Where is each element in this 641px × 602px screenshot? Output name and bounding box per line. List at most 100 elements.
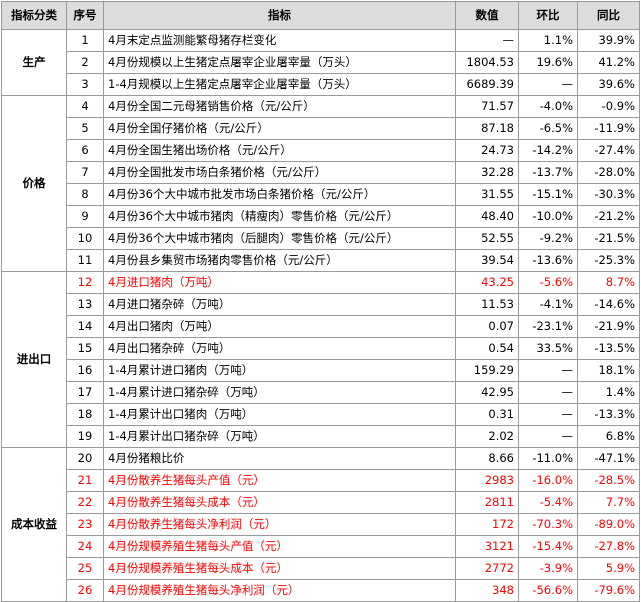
yoy-cell: -28.0% xyxy=(577,161,640,184)
seq-cell: 13 xyxy=(66,293,104,316)
seq-cell: 3 xyxy=(66,73,104,96)
mom-cell: -4.0% xyxy=(518,95,578,118)
yoy-cell: 7.7% xyxy=(577,491,640,514)
seq-cell: 15 xyxy=(66,337,104,360)
mom-cell: -6.5% xyxy=(518,117,578,140)
table-row: 11 4月份县乡集贸市场猪肉零售价格（元/公斤） 39.54 -13.6% -25.3% xyxy=(2,249,640,272)
mom-cell: -11.0% xyxy=(518,447,578,470)
table-row: 成本收益 20 4月份猪粮比价 8.66 -11.0% -47.1% xyxy=(1,447,640,602)
yoy-cell: -13.5% xyxy=(577,337,640,360)
yoy-cell: 39.9% xyxy=(577,29,640,52)
mom-cell: 1.1% xyxy=(518,29,578,52)
value-cell: 48.40 xyxy=(455,205,519,228)
indicator-cell: 1-4月累计进口猪肉（万吨） xyxy=(103,359,456,382)
yoy-cell: -21.9% xyxy=(577,315,640,338)
value-cell: 11.53 xyxy=(455,293,519,316)
yoy-cell: -21.5% xyxy=(577,227,640,250)
mom-cell: -10.0% xyxy=(518,205,578,228)
seq-cell: 22 xyxy=(66,491,104,514)
yoy-cell: -11.9% xyxy=(577,117,640,140)
indicator-cell: 1-4月规模以上生猪定点屠宰企业屠宰量（万头） xyxy=(103,73,456,96)
seq-cell: 20 xyxy=(66,447,104,470)
table-row: 15 4月出口猪杂碎（万吨） 0.54 33.5% -13.5% xyxy=(2,337,640,360)
value-cell: 0.31 xyxy=(455,403,519,426)
table-row: 9 4月份36个大中城市猪肉（精瘦肉）零售价格（元/公斤） 48.40 -10.0% -… xyxy=(2,205,640,228)
mom-cell: -4.1% xyxy=(518,293,578,316)
indicator-cell: 4月进口猪杂碎（万吨） xyxy=(103,293,456,316)
value-cell: 2983 xyxy=(455,469,519,492)
mom-cell: -13.7% xyxy=(518,161,578,184)
indicator-cell: 4月份散养生猪每头净利润（元） xyxy=(103,513,456,536)
yoy-cell: 39.6% xyxy=(577,73,640,96)
mom-cell: — xyxy=(518,403,578,426)
table-row: 23 4月份散养生猪每头净利润（元） 172 -70.3% -89.0% xyxy=(2,513,640,536)
table-row: 10 4月份36个大中城市猪肉（后腿肉）零售价格（元/公斤） 52.55 -9.2% -… xyxy=(2,227,640,250)
indicator-cell: 4月末定点监测能繁母猪存栏变化 xyxy=(103,29,456,52)
seq-cell: 5 xyxy=(66,117,104,140)
header-row: 指标分类 序号 指标 数值 环比 同比 xyxy=(1,1,640,30)
table-row: 7 4月份全国批发市场白条猪价格（元/公斤） 32.28 -13.7% -28.0% xyxy=(2,161,640,184)
value-cell: — xyxy=(455,29,519,52)
indicator-cell: 4月份全国生猪出场价格（元/公斤） xyxy=(103,139,456,162)
mom-cell: -3.9% xyxy=(518,557,578,580)
value-cell: 71.57 xyxy=(455,95,519,118)
category-cell: 进出口 xyxy=(1,271,67,448)
header-seq: 序号 xyxy=(66,1,104,30)
header-indicator: 指标 xyxy=(103,1,456,30)
seq-cell: 26 xyxy=(66,579,104,602)
seq-cell: 25 xyxy=(66,557,104,580)
indicator-cell: 4月进口猪肉（万吨） xyxy=(103,271,456,294)
seq-cell: 12 xyxy=(66,271,104,294)
mom-cell: 19.6% xyxy=(518,51,578,74)
mom-cell: -16.0% xyxy=(518,469,578,492)
indicator-cell: 4月份散养生猪每头产值（元） xyxy=(103,469,456,492)
value-cell: 39.54 xyxy=(455,249,519,272)
mom-cell: — xyxy=(518,359,578,382)
indicator-cell: 4月份猪粮比价 xyxy=(103,447,456,470)
table-body: 生产 1 4月末定点监测能繁母猪存栏变化 —1.1% 39.9% 2 4月份规模以上生猪定点… xyxy=(1,29,640,602)
mom-cell: — xyxy=(518,73,578,96)
mom-cell: -15.1% xyxy=(518,183,578,206)
table-row: 生产 1 4月末定点监测能繁母猪存栏变化 —1.1% 39.9% xyxy=(1,29,640,96)
mom-cell: -13.6% xyxy=(518,249,578,272)
indicator-cell: 1-4月累计出口猪杂碎（万吨） xyxy=(103,425,456,448)
yoy-cell: -28.5% xyxy=(577,469,640,492)
indicator-cell: 1-4月累计出口猪肉（万吨） xyxy=(103,403,456,426)
seq-cell: 8 xyxy=(66,183,104,206)
value-cell: 32.28 xyxy=(455,161,519,184)
table-row: 17 1-4月累计进口猪杂碎（万吨） 42.95—1.4% xyxy=(2,381,640,404)
yoy-cell: 41.2% xyxy=(577,51,640,74)
yoy-cell: 18.1% xyxy=(577,359,640,382)
mom-cell: -15.4% xyxy=(518,535,578,558)
seq-cell: 23 xyxy=(66,513,104,536)
seq-cell: 16 xyxy=(66,359,104,382)
table-row: 25 4月份规模养殖生猪每头成本（元） 2772 -3.9% 5.9% xyxy=(2,557,640,580)
category-cell: 生产 xyxy=(1,29,67,96)
value-cell: 348 xyxy=(455,579,519,602)
header-category: 指标分类 xyxy=(1,1,67,30)
seq-cell: 9 xyxy=(66,205,104,228)
table-row: 2 4月份规模以上生猪定点屠宰企业屠宰量（万头） 1804.53 19.6% 41.2% xyxy=(2,51,640,74)
yoy-cell: -0.9% xyxy=(577,95,640,118)
category-cell: 价格 xyxy=(1,95,67,272)
yoy-cell: 6.8% xyxy=(577,425,640,448)
mom-cell: 33.5% xyxy=(518,337,578,360)
seq-cell: 6 xyxy=(66,139,104,162)
yoy-cell: 1.4% xyxy=(577,381,640,404)
yoy-cell: -13.3% xyxy=(577,403,640,426)
value-cell: 2.02 xyxy=(455,425,519,448)
table-row: 进出口 12 4月进口猪肉（万吨） 43.25 -5.6% 8.7% xyxy=(1,271,640,448)
yoy-cell: -14.6% xyxy=(577,293,640,316)
yoy-cell: -27.8% xyxy=(577,535,640,558)
mom-cell: — xyxy=(518,381,578,404)
mom-cell: -9.2% xyxy=(518,227,578,250)
table-row: 5 4月份全国仔猪价格（元/公斤） 87.18 -6.5% -11.9% xyxy=(2,117,640,140)
seq-cell: 7 xyxy=(66,161,104,184)
yoy-cell: -89.0% xyxy=(577,513,640,536)
table-row: 价格 4 4月份全国二元母猪销售价格（元/公斤） 71.57 -4.0% -0.9% xyxy=(1,95,640,272)
indicator-cell: 4月份规模养殖生猪每头产值（元） xyxy=(103,535,456,558)
value-cell: 42.95 xyxy=(455,381,519,404)
value-cell: 43.25 xyxy=(455,271,519,294)
table-row: 6 4月份全国生猪出场价格（元/公斤） 24.73 -14.2% -27.4% xyxy=(2,139,640,162)
